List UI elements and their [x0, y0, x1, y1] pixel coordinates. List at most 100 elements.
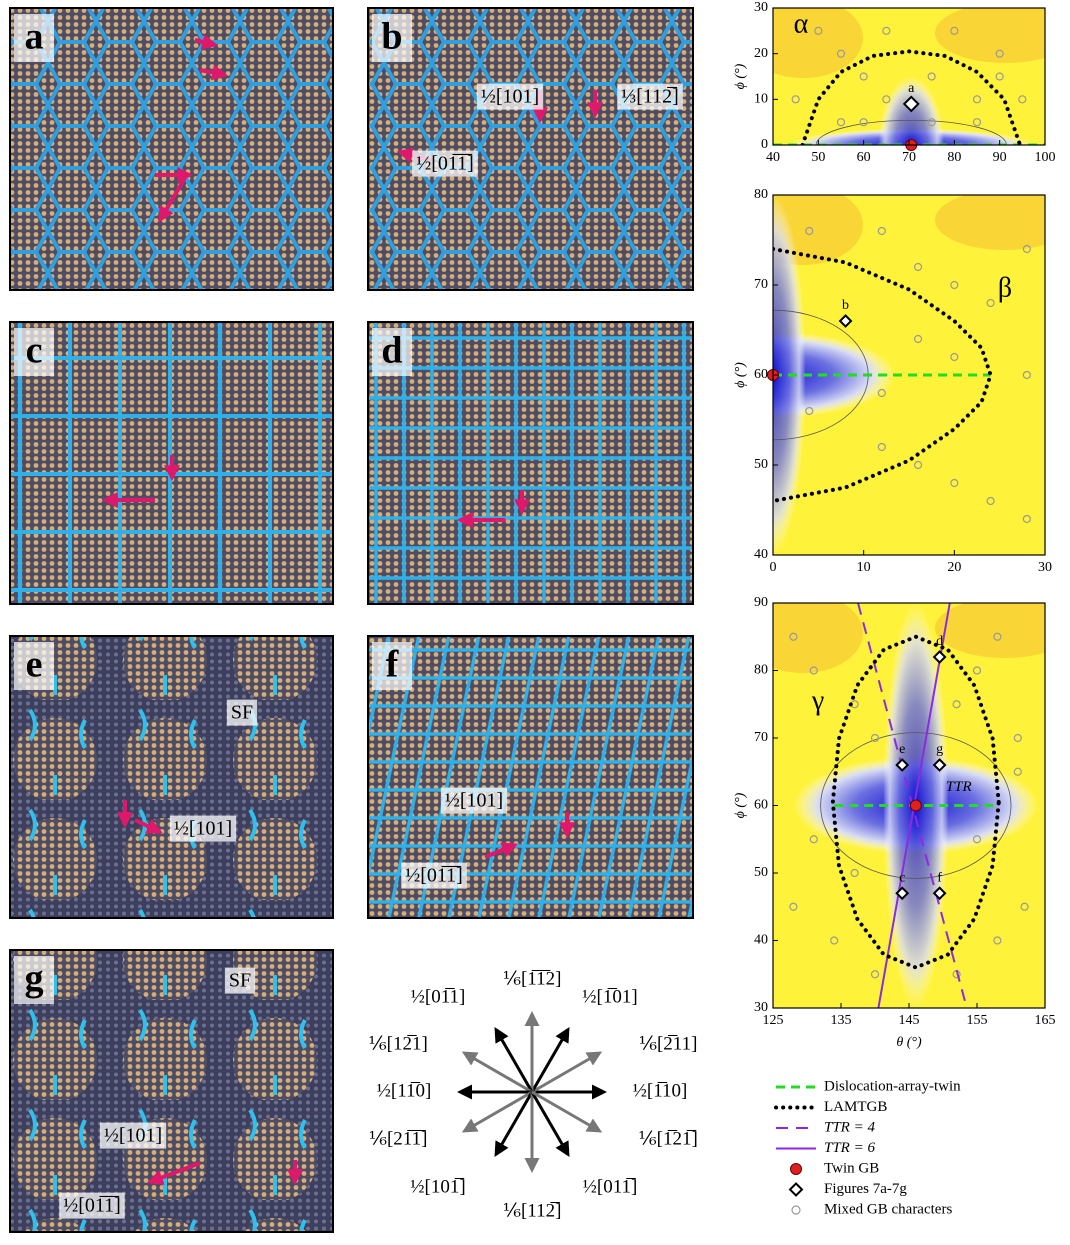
- direction-label: ½[011̅]: [583, 1176, 638, 1197]
- y-tick-label: 90: [754, 595, 768, 610]
- direction-label: ½[11̅0]: [377, 1080, 432, 1101]
- y-tick-label: 70: [754, 277, 768, 292]
- panel-greek: γ: [811, 685, 824, 716]
- burgers-label: ½[01̅1̅]: [63, 1195, 121, 1217]
- y-tick-label: 0: [761, 137, 768, 152]
- y-tick-label: 50: [754, 865, 768, 880]
- panel-boundaries: [10, 950, 333, 1232]
- x-tick-label: 40: [766, 150, 780, 165]
- legend-key: [790, 1184, 802, 1196]
- panel: c: [10, 322, 333, 604]
- direction-label: ⅙[21̅1̅]: [369, 1128, 428, 1149]
- legend-label: Twin GB: [824, 1160, 879, 1176]
- legend-key: [791, 1164, 802, 1175]
- x-tick-label: 165: [1035, 1013, 1056, 1028]
- ttr-annotation: TTR: [946, 779, 972, 795]
- legend-label: Dislocation-array-twin: [824, 1078, 961, 1094]
- y-tick-label: 80: [754, 187, 768, 202]
- x-tick-label: 0: [770, 560, 777, 575]
- direction-label: ⅙[1̅21̅]: [638, 1128, 698, 1149]
- panel-letter: d: [381, 330, 402, 372]
- y-axis-label: ϕ (°): [733, 362, 748, 388]
- burgers-label: ⅓[112̅]: [621, 86, 679, 108]
- direction-label: ⅙[1̅1̅2]: [503, 968, 562, 989]
- panel-letter: c: [26, 330, 43, 372]
- legend-label: TTR = 4: [824, 1119, 875, 1135]
- panel: a: [10, 8, 333, 290]
- burgers-label: ½[101]: [104, 1125, 162, 1147]
- burgers-label: ½[01̅1̅]: [405, 865, 463, 887]
- x-tick-label: 135: [831, 1013, 852, 1028]
- y-tick-label: 10: [754, 92, 768, 107]
- panel: f ½[101] ½[01̅1̅]: [368, 636, 693, 918]
- field-high: [935, 3, 1070, 63]
- direction-label: ½[1̅10]: [633, 1080, 688, 1101]
- panel-boundaries: [10, 8, 333, 290]
- x-tick-label: 20: [947, 560, 961, 575]
- y-tick-label: 50: [754, 457, 768, 472]
- figure: a b ½[101] ⅓[112̅] ½[01̅1̅] c d e SF ½[101] f ½[101…: [0, 0, 1070, 1240]
- contour-field: [651, 185, 1070, 555]
- burgers-label: ½[101]: [174, 818, 232, 840]
- x-tick-label: 145: [899, 1013, 920, 1028]
- figure-label: f: [937, 870, 942, 885]
- panel-boundaries: [368, 8, 693, 290]
- legend-label: TTR = 6: [824, 1140, 875, 1156]
- y-tick-label: 40: [754, 547, 768, 562]
- panel-greek: α: [794, 8, 809, 39]
- y-tick-label: 20: [754, 46, 768, 61]
- panel-boundaries: [368, 322, 693, 604]
- figure-label: e: [899, 742, 905, 757]
- legend-key: [792, 1206, 800, 1214]
- figure-label: b: [842, 298, 849, 313]
- x-tick-label: 70: [902, 150, 916, 165]
- direction-label: ⅙[2̅11]: [639, 1033, 698, 1054]
- burgers-label: SF: [231, 702, 253, 724]
- panel-boundaries: [10, 636, 333, 918]
- panel-letter: b: [381, 16, 402, 58]
- panel: e SF ½[101]: [10, 636, 333, 918]
- y-tick-label: 30: [754, 0, 768, 15]
- y-axis-label: ϕ (°): [733, 63, 748, 89]
- x-tick-label: 155: [967, 1013, 988, 1028]
- y-tick-label: 60: [754, 367, 768, 382]
- y-tick-label: 40: [754, 933, 768, 948]
- x-tick-label: 10: [857, 560, 871, 575]
- x-tick-label: 125: [763, 1013, 784, 1028]
- field-high: [935, 598, 1070, 658]
- contour-chart: aα4050607080901000102030ϕ (°): [733, 0, 1070, 214]
- panel: b ½[101] ⅓[112̅] ½[01̅1̅]: [368, 8, 693, 290]
- legend-label: Figures 7a-7g: [824, 1181, 907, 1197]
- x-tick-label: 90: [993, 150, 1007, 165]
- twin-gb-point: [910, 800, 921, 811]
- burgers-label: ½[101]: [481, 86, 539, 108]
- direction-label: ⅙[12̅1]: [368, 1033, 428, 1054]
- panel-greek: β: [998, 272, 1012, 303]
- y-tick-label: 30: [754, 1000, 768, 1015]
- x-tick-label: 100: [1035, 150, 1056, 165]
- x-tick-label: 30: [1038, 560, 1052, 575]
- x-tick-label: 50: [811, 150, 825, 165]
- burgers-label: ½[01̅1̅]: [416, 153, 474, 175]
- contour-chart: c d e f g TTR γ 125 135 145 155 165 30 40 50 60 70 80 90 ϕ …: [733, 593, 1070, 1050]
- panel-letter: e: [26, 644, 43, 686]
- direction-label: ½[101̅]: [410, 1176, 465, 1197]
- burgers-label: ½[101]: [445, 790, 503, 812]
- panel-letter: g: [25, 958, 44, 1000]
- panel: g SF ½[101] ½[01̅1̅]: [10, 950, 333, 1232]
- burgers-label: SF: [229, 970, 251, 992]
- contour-chart: b β 0 10 20 30 40 50 60 70 80 ϕ (°): [651, 185, 1070, 575]
- legend-label: Mixed GB characters: [824, 1201, 952, 1217]
- y-tick-label: 80: [754, 663, 768, 678]
- legend: Dislocation-array-twin LAMTGB TTR = 4 TTR =…: [776, 1078, 961, 1217]
- figure-label: c: [899, 870, 905, 885]
- legend-label: LAMTGB: [824, 1099, 887, 1115]
- x-tick-label: 60: [857, 150, 871, 165]
- figure-label: d: [936, 634, 943, 649]
- y-axis-label: ϕ (°): [733, 792, 748, 818]
- panel-letter: a: [25, 16, 44, 58]
- panel-letter: f: [386, 644, 400, 686]
- y-tick-label: 70: [754, 730, 768, 745]
- y-tick-label: 60: [754, 798, 768, 813]
- figure-label: g: [936, 742, 943, 757]
